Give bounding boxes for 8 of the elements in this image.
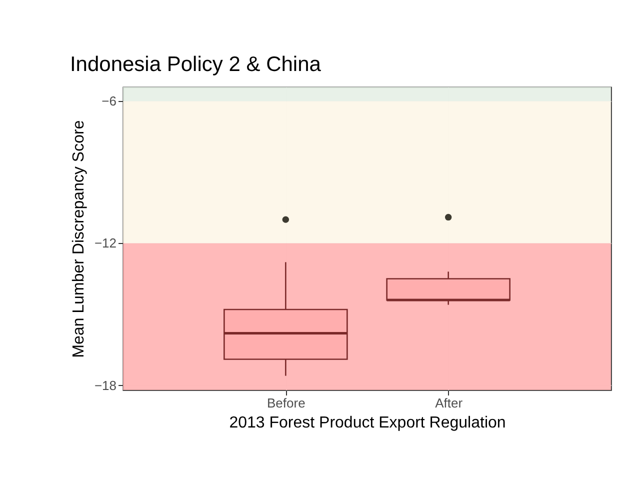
y-tick-label: −6 bbox=[102, 94, 116, 109]
y-tick-label: −18 bbox=[94, 378, 116, 393]
chart-title: Indonesia Policy 2 & China bbox=[70, 53, 322, 76]
x-axis-title: 2013 Forest Product Export Regulation bbox=[229, 414, 506, 432]
y-tick-label: −12 bbox=[94, 236, 116, 251]
x-tick-label: Before bbox=[267, 396, 306, 410]
y-axis-title: Mean Lumber Discrepancy Score bbox=[70, 120, 88, 358]
x-tick-label: After bbox=[435, 396, 464, 410]
